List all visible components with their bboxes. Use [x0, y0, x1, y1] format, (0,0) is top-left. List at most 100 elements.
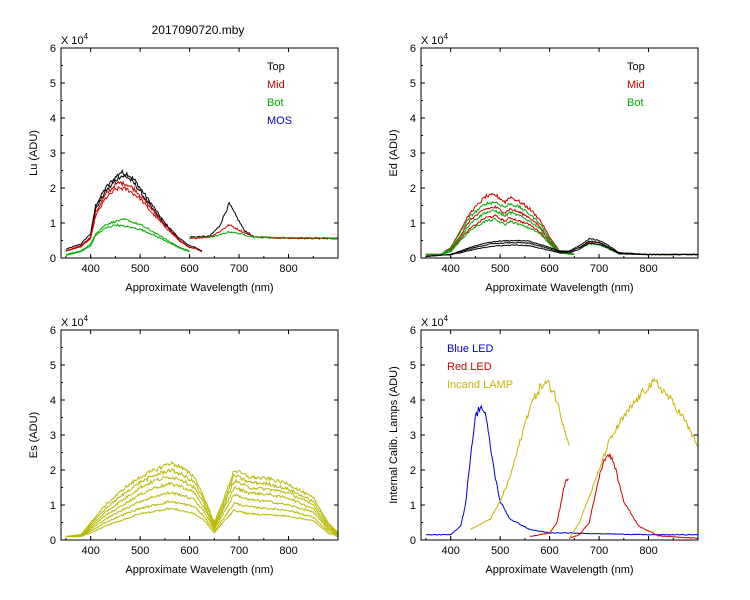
y-tick-label: 2 [50, 465, 56, 477]
x-tick-label: 600 [180, 545, 198, 557]
y-multiplier-base: X 10 [61, 317, 84, 329]
series-line-red-led [529, 478, 569, 537]
x-tick-label: 700 [230, 263, 248, 275]
x-tick-label: 700 [590, 263, 608, 275]
series-line-bot [65, 223, 190, 256]
y-multiplier: X 104 [61, 314, 89, 329]
y-tick-label: 0 [410, 253, 416, 265]
series-line-bot [425, 200, 575, 256]
series-line-bot [579, 243, 698, 256]
y-tick-label: 2 [410, 183, 416, 195]
x-tick-label: 700 [230, 545, 248, 557]
series-line-bot [65, 217, 190, 256]
y-multiplier-exponent: 4 [84, 32, 89, 41]
legend-item-top: Top [267, 61, 285, 73]
series-line-es [65, 460, 338, 538]
y-multiplier-exponent: 4 [444, 314, 449, 323]
series-line-top [425, 237, 698, 257]
legend-item-incand-lamp: Incand LAMP [447, 379, 513, 391]
y-tick-label: 4 [410, 395, 416, 407]
y-tick-label: 4 [50, 113, 56, 125]
plot-area [425, 377, 698, 540]
x-tick-label: 400 [81, 545, 99, 557]
panel-ed: 0 1 2 3 4 5 6 400 500 600 700 800 Approximate Wavele… [388, 32, 699, 294]
y-tick-label: 4 [50, 395, 56, 407]
plot-area [65, 460, 338, 538]
legend-item-mid: Mid [267, 79, 285, 91]
series-line-incand-lamp [470, 379, 570, 530]
x-tick-label: 500 [131, 545, 149, 557]
x-tick-label: 800 [639, 545, 657, 557]
y-tick-label: 6 [50, 325, 56, 337]
x-tick-label: 500 [491, 263, 509, 275]
series-line-mid [65, 180, 203, 253]
y-axis-label: Es (ADU) [28, 412, 40, 458]
y-tick-label: 0 [410, 535, 416, 547]
y-tick-label: 2 [50, 183, 56, 195]
legend-item-bot: Bot [627, 97, 644, 109]
y-multiplier: X 104 [421, 314, 449, 329]
y-tick-label: 0 [50, 253, 56, 265]
y-multiplier: X 104 [421, 32, 449, 47]
y-tick-label: 1 [410, 218, 416, 230]
y-tick-label: 5 [50, 78, 56, 90]
series-line-bot [425, 209, 575, 256]
legend-item-mid: Mid [627, 79, 645, 91]
series-line-es [65, 491, 338, 538]
y-tick-label: 6 [410, 43, 416, 55]
y-tick-label: 1 [410, 500, 416, 512]
series-line-top [189, 201, 338, 240]
figure-title: 2017090720.mby [152, 23, 245, 37]
legend-item-mos: MOS [267, 115, 292, 127]
x-tick-label: 500 [131, 263, 149, 275]
x-tick-label: 400 [441, 545, 459, 557]
y-tick-label: 1 [50, 218, 56, 230]
y-tick-label: 5 [410, 78, 416, 90]
x-tick-label: 500 [491, 545, 509, 557]
legend-item-bot: Bot [267, 97, 284, 109]
y-multiplier: X 104 [61, 32, 89, 47]
legend-item-top: Top [627, 61, 645, 73]
y-tick-label: 6 [410, 325, 416, 337]
x-axis-label: Approximate Wavelength (nm) [485, 282, 633, 294]
y-tick-label: 3 [50, 430, 56, 442]
y-multiplier-base: X 10 [421, 317, 444, 329]
y-tick-label: 5 [50, 360, 56, 372]
series-line-red-led [569, 452, 698, 540]
x-tick-label: 600 [540, 545, 558, 557]
x-axis-label: Approximate Wavelength (nm) [125, 564, 273, 576]
series-line-es [65, 476, 338, 538]
panel-lamps: 0 1 2 3 4 5 6 400 500 600 700 800 Approximate Wavele… [388, 314, 699, 576]
y-multiplier-base: X 10 [61, 35, 84, 47]
y-tick-label: 3 [410, 148, 416, 160]
series-line-blue-led [425, 404, 698, 536]
y-tick-label: 6 [50, 43, 56, 55]
y-multiplier-exponent: 4 [84, 314, 89, 323]
plot-area [425, 193, 698, 258]
x-axis-label: Approximate Wavelength (nm) [485, 564, 633, 576]
panel-lu: 0 1 2 3 4 5 6 400 500 600 700 800 Approximate Wavele… [28, 32, 339, 294]
series-line-bot [189, 230, 338, 240]
y-axis-label: Lu (ADU) [28, 130, 40, 176]
y-axis-label: Ed (ADU) [388, 129, 400, 176]
axes-frame [60, 329, 339, 541]
panel-es: 0 1 2 3 4 5 6 400 500 600 700 800 Approximate Wavele… [28, 314, 339, 576]
y-tick-label: 4 [410, 113, 416, 125]
x-axis-label: Approximate Wavelength (nm) [125, 282, 273, 294]
x-tick-label: 400 [441, 263, 459, 275]
series-line-es [65, 468, 338, 538]
x-tick-label: 800 [279, 545, 297, 557]
y-tick-label: 5 [410, 360, 416, 372]
x-tick-label: 800 [279, 263, 297, 275]
y-tick-label: 1 [50, 500, 56, 512]
y-axis-label: Internal Calib. Lamps (ADU) [388, 366, 400, 504]
x-tick-label: 700 [590, 545, 608, 557]
y-tick-label: 3 [410, 430, 416, 442]
legend-item-red-led: Red LED [447, 361, 492, 373]
y-multiplier-exponent: 4 [444, 32, 449, 41]
x-tick-label: 600 [540, 263, 558, 275]
series-line-es [65, 500, 338, 538]
x-tick-label: 800 [639, 263, 657, 275]
x-tick-label: 400 [81, 263, 99, 275]
